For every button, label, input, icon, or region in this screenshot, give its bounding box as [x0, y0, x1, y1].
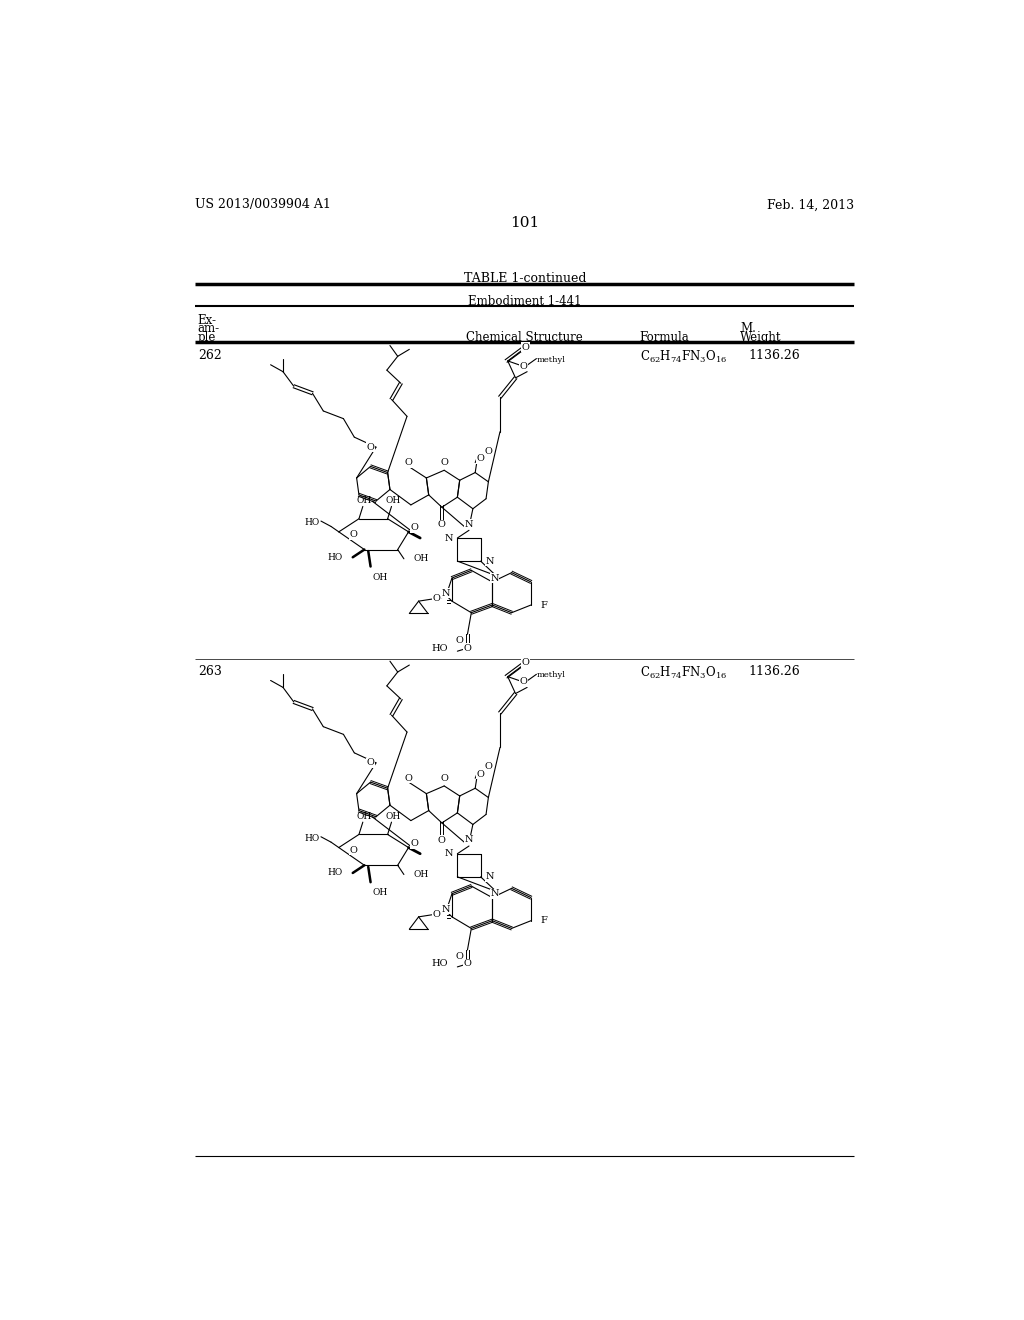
- Text: ple: ple: [198, 331, 216, 345]
- Text: N: N: [485, 557, 494, 565]
- Text: N: N: [490, 574, 499, 582]
- Text: Feb. 14, 2013: Feb. 14, 2013: [767, 198, 854, 211]
- Text: O: O: [440, 774, 449, 783]
- Text: HO: HO: [328, 869, 343, 878]
- Text: O: O: [438, 520, 445, 529]
- Text: OH: OH: [356, 496, 372, 506]
- Text: O: O: [411, 840, 419, 849]
- Text: O: O: [350, 531, 357, 539]
- Text: Chemical Structure: Chemical Structure: [466, 331, 584, 345]
- Text: O: O: [404, 458, 413, 467]
- Text: Embodiment 1-441: Embodiment 1-441: [468, 294, 582, 308]
- Text: Weight: Weight: [740, 331, 781, 345]
- Text: HO: HO: [431, 644, 449, 652]
- Text: F: F: [541, 916, 547, 925]
- Text: O: O: [519, 677, 527, 686]
- Text: O: O: [519, 362, 527, 371]
- Text: methyl: methyl: [538, 355, 566, 363]
- Text: M.: M.: [740, 322, 756, 335]
- Text: 1136.26: 1136.26: [748, 665, 800, 678]
- Text: O: O: [367, 759, 375, 767]
- Text: HO: HO: [304, 519, 319, 527]
- Text: N: N: [441, 904, 450, 913]
- Text: $\mathregular{C_{62}H_{74}FN_3O_{16}}$: $\mathregular{C_{62}H_{74}FN_3O_{16}}$: [640, 350, 726, 366]
- Text: am-: am-: [198, 322, 220, 335]
- Text: methyl: methyl: [538, 671, 566, 680]
- Text: O: O: [438, 836, 445, 845]
- Text: O: O: [432, 594, 440, 603]
- Text: O: O: [521, 343, 529, 351]
- Text: N: N: [465, 520, 473, 528]
- Text: O: O: [367, 442, 375, 451]
- Text: O: O: [477, 770, 484, 779]
- Text: N: N: [485, 873, 494, 882]
- Text: OH: OH: [414, 870, 428, 879]
- Text: Formula: Formula: [640, 331, 689, 345]
- Text: O: O: [350, 846, 357, 855]
- Text: US 2013/0039904 A1: US 2013/0039904 A1: [196, 198, 332, 211]
- Text: 101: 101: [510, 216, 540, 230]
- Text: $\mathregular{C_{62}H_{74}FN_3O_{16}}$: $\mathregular{C_{62}H_{74}FN_3O_{16}}$: [640, 665, 726, 681]
- Text: TABLE 1-continued: TABLE 1-continued: [464, 272, 586, 285]
- Text: N: N: [465, 836, 473, 845]
- Text: 262: 262: [198, 350, 221, 363]
- Text: N: N: [444, 849, 453, 858]
- Text: O: O: [464, 644, 471, 652]
- Text: OH: OH: [414, 554, 428, 564]
- Text: HO: HO: [328, 553, 343, 562]
- Text: O: O: [456, 952, 464, 961]
- Text: OH: OH: [356, 812, 372, 821]
- Text: OH: OH: [372, 573, 387, 582]
- Text: O: O: [477, 454, 484, 463]
- Text: O: O: [484, 762, 493, 771]
- Text: O: O: [440, 458, 449, 467]
- Text: F: F: [541, 601, 547, 610]
- Text: O: O: [411, 524, 419, 532]
- Text: N: N: [441, 589, 450, 598]
- Text: N: N: [444, 533, 453, 543]
- Text: O: O: [521, 659, 529, 667]
- Text: OH: OH: [372, 888, 387, 898]
- Text: OH: OH: [385, 812, 400, 821]
- Text: HO: HO: [304, 834, 319, 842]
- Text: 263: 263: [198, 665, 221, 678]
- Text: O: O: [432, 909, 440, 919]
- Text: 1136.26: 1136.26: [748, 350, 800, 363]
- Text: OH: OH: [385, 496, 400, 506]
- Text: O: O: [456, 636, 464, 645]
- Text: Ex-: Ex-: [198, 314, 217, 327]
- Text: N: N: [490, 890, 499, 898]
- Text: HO: HO: [431, 960, 449, 969]
- Text: O: O: [464, 960, 471, 969]
- Text: O: O: [484, 446, 493, 455]
- Text: O: O: [404, 774, 413, 783]
